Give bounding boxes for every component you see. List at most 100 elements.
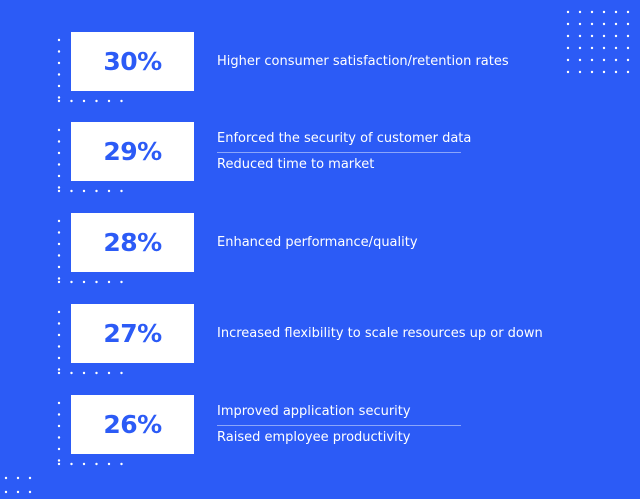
decor-dot — [57, 310, 61, 314]
decor-dot — [82, 99, 86, 103]
decor-dot — [566, 34, 570, 38]
decor-dot — [57, 231, 61, 234]
decor-dot — [57, 356, 61, 360]
decor-dot — [57, 96, 61, 99]
decor-dot — [70, 280, 73, 284]
decor-dot — [82, 462, 86, 466]
decor-dot — [566, 22, 570, 26]
decor-dot — [590, 34, 594, 38]
percent-box: 27% — [71, 304, 194, 363]
decor-dot — [95, 189, 98, 193]
decor-dot — [57, 368, 61, 371]
percent-box: 29% — [71, 122, 194, 181]
decor-dot — [57, 38, 61, 42]
decor-dot — [57, 99, 61, 103]
decor-dot — [578, 22, 582, 26]
decor-dot — [82, 280, 86, 284]
percent-box: 26% — [71, 395, 194, 454]
decor-dot — [57, 424, 61, 428]
decor-dot — [107, 280, 111, 284]
stat-label: Increased flexibility to scale resources… — [217, 326, 543, 341]
decor-dot — [602, 46, 606, 50]
decor-dot — [57, 73, 61, 76]
decor-dot — [120, 371, 123, 375]
label-divider — [217, 152, 461, 153]
decor-dot — [107, 189, 111, 193]
decor-dot — [602, 34, 606, 38]
stat-label: Higher consumer satisfaction/retention r… — [217, 54, 509, 69]
decor-dot — [28, 476, 32, 480]
row-dot-border — [57, 128, 123, 193]
decor-dot — [602, 10, 606, 14]
decor-dot — [57, 322, 61, 325]
decor-dot — [566, 70, 570, 74]
decor-dot — [602, 22, 606, 26]
decor-dot — [566, 46, 570, 50]
decor-dot — [57, 459, 61, 462]
decor-dot — [578, 10, 582, 14]
decor-dot — [578, 70, 582, 74]
decor-dot — [16, 490, 20, 494]
row-dot-border — [57, 219, 123, 284]
decor-dot — [590, 46, 594, 50]
decor-dot — [614, 58, 618, 62]
decor-dot — [590, 10, 594, 14]
stat-label: Raised employee productivity — [217, 430, 411, 445]
decor-dot — [578, 46, 582, 50]
decor-dot — [70, 462, 73, 466]
stat-label: Improved application security — [217, 404, 411, 419]
stat-label: Enhanced performance/quality — [217, 235, 418, 250]
stat-row: 27% Increased flexibility to scale resou… — [0, 304, 640, 394]
decor-dot — [57, 189, 61, 193]
decor-dot — [578, 34, 582, 38]
percent-box: 30% — [71, 32, 194, 91]
decor-dot — [614, 22, 618, 26]
decor-dot — [57, 401, 61, 405]
decor-dot — [120, 189, 123, 193]
decor-dot — [57, 50, 61, 53]
percent-value: 29% — [103, 137, 162, 166]
decor-dot — [590, 58, 594, 62]
decor-dot — [57, 128, 61, 132]
decor-dot — [95, 280, 98, 284]
decor-dot — [578, 58, 582, 62]
decor-dot — [4, 476, 8, 480]
decor-dot — [626, 46, 630, 50]
decor-dot — [95, 99, 98, 103]
decor-dot — [95, 371, 98, 375]
decor-dot — [57, 140, 61, 143]
decor-dot — [626, 70, 630, 74]
percent-value: 27% — [103, 319, 162, 348]
stat-row: 28% Enhanced performance/quality — [0, 213, 640, 303]
decor-dot — [626, 10, 630, 14]
decor-dot — [57, 242, 61, 246]
stat-label: Reduced time to market — [217, 157, 375, 172]
decor-dot — [57, 265, 61, 269]
decor-dot — [566, 10, 570, 14]
decor-dot — [57, 219, 61, 223]
decor-dot — [57, 84, 61, 88]
decor-dot — [626, 22, 630, 26]
decor-dot — [57, 163, 61, 166]
decor-dot — [57, 333, 61, 337]
decor-dot — [57, 413, 61, 416]
decor-dot — [28, 490, 32, 494]
stat-label: Enforced the security of customer data — [217, 131, 472, 146]
decor-dot — [602, 58, 606, 62]
decor-dot — [57, 174, 61, 178]
decor-dot — [120, 462, 123, 466]
decor-dot — [70, 371, 73, 375]
decor-dot — [566, 58, 570, 62]
decor-dot — [57, 462, 61, 466]
decor-dot — [70, 189, 73, 193]
decor-dot — [70, 99, 73, 103]
stat-row: 30% Higher consumer satisfaction/retenti… — [0, 32, 640, 122]
decor-dot — [95, 462, 98, 466]
decor-dot — [82, 371, 86, 375]
dot-grid-top-right — [566, 10, 630, 74]
decor-dot — [626, 34, 630, 38]
decor-dot — [57, 277, 61, 280]
decor-dot — [57, 447, 61, 451]
row-dot-border — [57, 310, 123, 375]
